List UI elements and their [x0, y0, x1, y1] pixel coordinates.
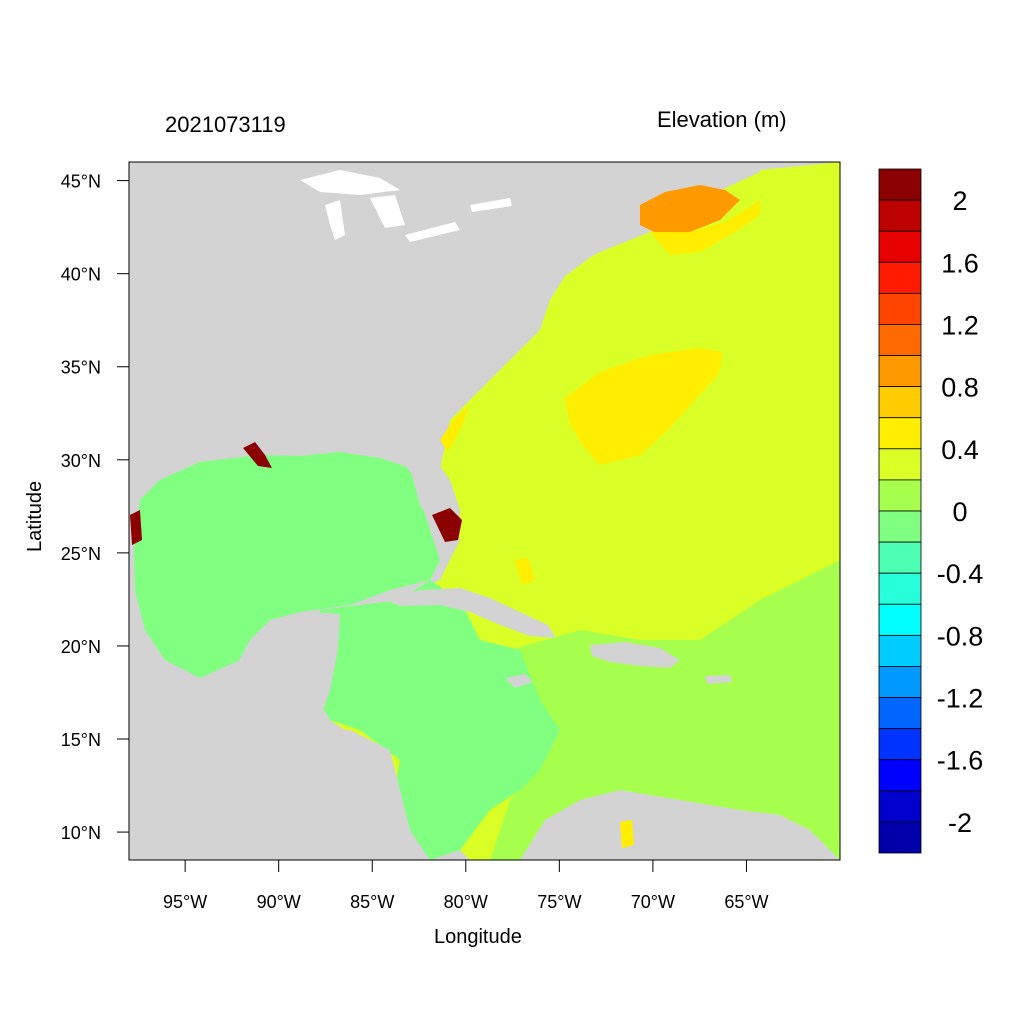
x-tick-label: 70°W: [631, 892, 675, 912]
central-america: [129, 700, 430, 860]
colorbar-swatch: [878, 448, 922, 481]
colorbar-label: -2: [948, 808, 972, 838]
lake-ontario: [470, 198, 512, 212]
colorbar-label: 1.2: [941, 310, 979, 340]
colorbar-swatch: [878, 634, 922, 667]
y-ticks: 45°N 40°N 35°N 30°N 25°N 20°N 15°N 10°N: [61, 172, 129, 843]
colorbar-swatch: [878, 417, 922, 450]
lake-erie: [405, 222, 460, 242]
lake-maracaibo: [620, 820, 634, 848]
map-area: [129, 162, 840, 860]
y-tick-label: 45°N: [61, 172, 101, 192]
colorbar-swatch: [878, 603, 922, 636]
colorbar-swatch: [878, 355, 922, 388]
gulf-of-mexico: [134, 452, 440, 678]
colorbar-label: -0.4: [937, 559, 984, 589]
colorbar-label: 0.4: [941, 435, 979, 465]
lake-superior: [300, 170, 400, 195]
lake-huron: [370, 195, 405, 228]
maine-shelf-band: [650, 200, 760, 255]
colorbar-swatch: [878, 759, 922, 792]
colorbar-swatch: [878, 572, 922, 605]
colorbar-swatch: [878, 821, 922, 854]
x-tick-label: 65°W: [724, 892, 768, 912]
central-atlantic-high: [565, 348, 722, 465]
texas-coast-surge: [130, 510, 142, 545]
colorbar-swatch: [878, 510, 922, 543]
x-tick-label: 80°W: [444, 892, 488, 912]
date-label: 2021073119: [165, 112, 286, 137]
colorbar-swatch: [878, 790, 922, 823]
colorbar-swatch: [878, 230, 922, 263]
map-frame: [128, 161, 841, 861]
x-tick-label: 85°W: [350, 892, 394, 912]
colorbar-label: -0.8: [937, 621, 984, 651]
colorbar-swatch: [878, 261, 922, 294]
colorbar-label: 0.8: [941, 373, 979, 403]
y-tick-label: 30°N: [61, 451, 101, 471]
colorbar-label: 2: [952, 186, 967, 216]
x-tick-label: 75°W: [537, 892, 581, 912]
colorbar-swatch: [878, 541, 922, 574]
puerto-rico: [705, 675, 732, 684]
y-tick-label: 35°N: [61, 358, 101, 378]
hispaniola: [590, 642, 680, 668]
carolina-coastal-band: [440, 405, 470, 452]
colorbar-label: 1.6: [941, 248, 979, 278]
colorbar-swatch: [878, 728, 922, 761]
colorbar-swatch: [878, 199, 922, 232]
units-label: Elevation (m): [657, 107, 787, 132]
colorbar-swatch: [878, 292, 922, 325]
south-florida-surge: [432, 508, 462, 542]
x-tick-label: 95°W: [163, 892, 207, 912]
colorbar-label: -1.2: [937, 684, 984, 714]
colorbar-swatch: [878, 168, 922, 201]
us-east-coast: [129, 162, 760, 510]
bahamas-banks: [515, 558, 535, 585]
y-tick-label: 10°N: [61, 823, 101, 843]
louisiana-coast-surge: [243, 442, 272, 468]
south-america: [520, 790, 840, 860]
x-ticks: 95°W 90°W 85°W 80°W 75°W 70°W 65°W: [163, 860, 769, 912]
x-tick-label: 90°W: [257, 892, 301, 912]
gulf-of-maine-high: [640, 185, 740, 235]
y-tick-label: 25°N: [61, 544, 101, 564]
western-caribbean: [318, 580, 560, 860]
jamaica: [505, 674, 533, 688]
colorbar-swatch: [878, 479, 922, 512]
lake-michigan: [325, 200, 345, 240]
colorbar-label: -1.6: [937, 746, 984, 776]
y-tick-label: 40°N: [61, 265, 101, 285]
eastern-caribbean: [490, 560, 840, 860]
cuba: [385, 588, 556, 638]
colorbar: 2 1.6 1.2 0.8 0.4 0 -0.4 -0.8 -1.2 -1.6 -2: [878, 168, 984, 854]
colorbar-swatch: [878, 386, 922, 419]
colorbar-label: 0: [952, 497, 967, 527]
x-axis-title: Longitude: [434, 926, 522, 948]
y-tick-label: 20°N: [61, 637, 101, 657]
colorbar-swatch: [878, 324, 922, 356]
colorbar-swatch: [878, 666, 922, 698]
y-tick-label: 15°N: [61, 730, 101, 750]
colorbar-swatch: [878, 697, 922, 730]
